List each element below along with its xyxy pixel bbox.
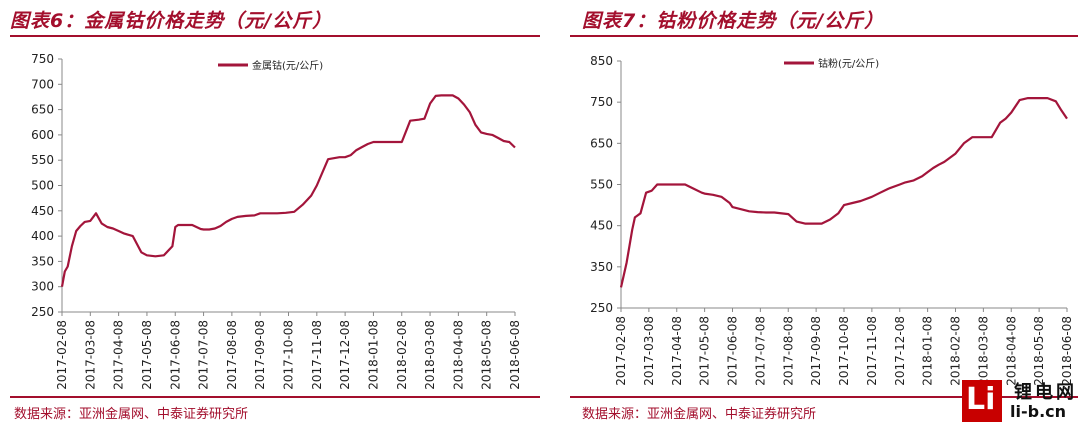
right-x-tick-label: 2018-02-08 — [949, 316, 963, 386]
logo-mark-text: Li — [966, 382, 996, 417]
left-x-tick-label: 2018-03-08 — [423, 320, 437, 390]
right-y-tick-label: 250 — [590, 301, 613, 315]
right-x-tick-label: 2018-01-08 — [921, 316, 935, 386]
left-x-tick-label: 2017-03-08 — [83, 320, 97, 390]
left-x-tick-label: 2018-06-08 — [508, 320, 522, 390]
left-y-tick-label: 300 — [31, 280, 54, 294]
left-x-tick-label: 2017-05-08 — [140, 320, 154, 390]
right-x-tick-label: 2017-08-08 — [781, 316, 795, 386]
right-legend-label: 钴粉(元/公斤) — [818, 57, 879, 70]
right-x-tick-label: 2018-04-08 — [1004, 316, 1018, 386]
right-chart-title: 图表7：钴粉价格走势（元/公斤） — [582, 10, 885, 32]
right-x-tick-label: 2017-02-08 — [614, 316, 628, 386]
right-title-rule — [570, 35, 1078, 37]
left-title-rule — [10, 35, 540, 37]
left-x-tick-label: 2017-06-08 — [168, 320, 182, 390]
right-source-note: 数据来源：亚洲金属网、中泰证券研究所 — [582, 407, 817, 422]
left-y-tick-label: 250 — [31, 305, 54, 319]
right-x-tick-label: 2018-06-08 — [1060, 316, 1074, 386]
left-x-tick-label: 2017-08-08 — [225, 320, 239, 390]
left-y-tick-label: 600 — [31, 128, 54, 142]
left-line-chart: 250 300 350 400 450 500 550 600 650 700 750 2017-02… — [31, 52, 522, 390]
right-x-tick-label: 2017-07-08 — [753, 316, 767, 386]
left-legend-label: 金属钴(元/公斤) — [252, 59, 323, 72]
left-x-tick-label: 2017-04-08 — [112, 320, 126, 390]
right-x-tick-label: 2017-03-08 — [642, 316, 656, 386]
left-chart-panel: 图表6：金属钴价格走势（元/公斤） 250 300 350 400 450 500 550 6… — [10, 10, 540, 422]
right-y-tick-label: 850 — [590, 54, 613, 68]
left-y-tick-label: 350 — [31, 254, 54, 268]
right-x-tick-label: 2017-11-08 — [865, 316, 879, 386]
left-x-tick-label: 2017-09-08 — [253, 320, 267, 390]
left-x-tick-label: 2018-02-08 — [395, 320, 409, 390]
left-y-tick-label: 550 — [31, 153, 54, 167]
left-x-tick-label: 2018-05-08 — [480, 320, 494, 390]
right-y-tick-label: 750 — [590, 95, 613, 109]
left-x-tick-label: 2017-02-08 — [55, 320, 69, 390]
right-y-tick-label: 350 — [590, 260, 613, 274]
right-series-line — [619, 97, 1068, 288]
right-chart-panel: 图表7：钴粉价格走势（元/公斤） 250 350 450 550 650 750 850 20… — [540, 0, 1080, 426]
left-y-tick-label: 750 — [31, 52, 54, 66]
right-source-rule — [570, 396, 1078, 398]
right-x-tick-label: 2017-12-08 — [893, 316, 907, 386]
left-y-tick-label: 500 — [31, 179, 54, 193]
right-y-tick-label: 550 — [590, 178, 613, 192]
left-x-tick-label: 2018-01-08 — [366, 320, 380, 390]
left-chart-title: 图表6：金属钴价格走势（元/公斤） — [10, 10, 333, 32]
left-source-note: 数据来源：亚洲金属网、中泰证券研究所 — [14, 407, 249, 422]
logo-name-en: li-b.cn — [1010, 402, 1067, 421]
right-x-tick-label: 2017-05-08 — [698, 316, 712, 386]
logo-name-cn: 锂电网 — [1014, 382, 1077, 403]
left-y-tick-label: 650 — [31, 103, 54, 117]
left-x-tick-label: 2017-12-08 — [338, 320, 352, 390]
right-line-chart: 250 350 450 550 650 750 850 2017-02-08 2017-03-0… — [590, 54, 1074, 386]
right-y-tick-label: 450 — [590, 219, 613, 233]
logo-mark: Li — [962, 380, 1002, 422]
left-y-tick-label: 700 — [31, 77, 54, 91]
left-x-tick-label: 2017-10-08 — [282, 320, 296, 390]
left-y-tick-label: 450 — [31, 204, 54, 218]
left-x-tick-label: 2018-04-08 — [451, 320, 465, 390]
right-x-tick-label: 2018-03-08 — [976, 316, 990, 386]
left-y-tick-label: 400 — [31, 229, 54, 243]
left-source-rule — [10, 396, 540, 398]
left-x-tick-label: 2017-07-08 — [197, 320, 211, 390]
right-y-tick-label: 650 — [590, 136, 613, 150]
right-x-tick-label: 2017-04-08 — [670, 316, 684, 386]
right-x-tick-label: 2017-10-08 — [837, 316, 851, 386]
right-x-tick-label: 2017-06-08 — [726, 316, 740, 386]
left-series-line — [60, 94, 516, 287]
right-x-tick-label: 2017-09-08 — [809, 316, 823, 386]
li-b-logo: Li 锂电网 li-b.cn — [962, 380, 1074, 424]
left-x-tick-label: 2017-11-08 — [310, 320, 324, 390]
right-x-tick-label: 2018-05-08 — [1032, 316, 1046, 386]
